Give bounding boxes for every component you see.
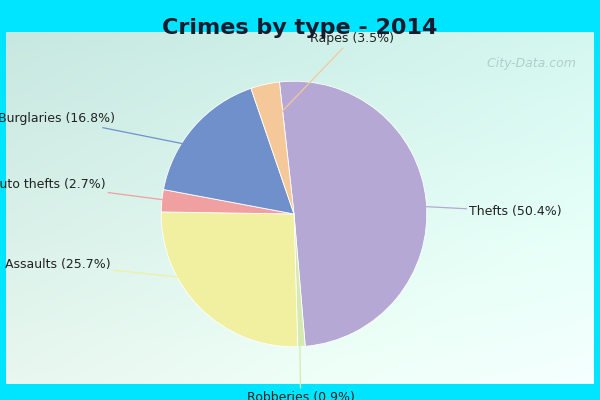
- Text: Crimes by type - 2014: Crimes by type - 2014: [163, 18, 437, 38]
- Text: Thefts (50.4%): Thefts (50.4%): [389, 205, 562, 218]
- Wedge shape: [163, 88, 294, 214]
- Text: Robberies (0.9%): Robberies (0.9%): [247, 310, 355, 400]
- Wedge shape: [280, 81, 427, 346]
- Text: Rapes (3.5%): Rapes (3.5%): [273, 32, 394, 121]
- Text: Auto thefts (2.7%): Auto thefts (2.7%): [0, 178, 199, 204]
- Text: Assaults (25.7%): Assaults (25.7%): [5, 258, 227, 282]
- Text: Burglaries (16.8%): Burglaries (16.8%): [0, 112, 221, 152]
- Text: City-Data.com: City-Data.com: [479, 57, 577, 70]
- Wedge shape: [251, 82, 294, 214]
- Wedge shape: [161, 212, 298, 347]
- Wedge shape: [161, 190, 294, 214]
- Wedge shape: [294, 214, 305, 347]
